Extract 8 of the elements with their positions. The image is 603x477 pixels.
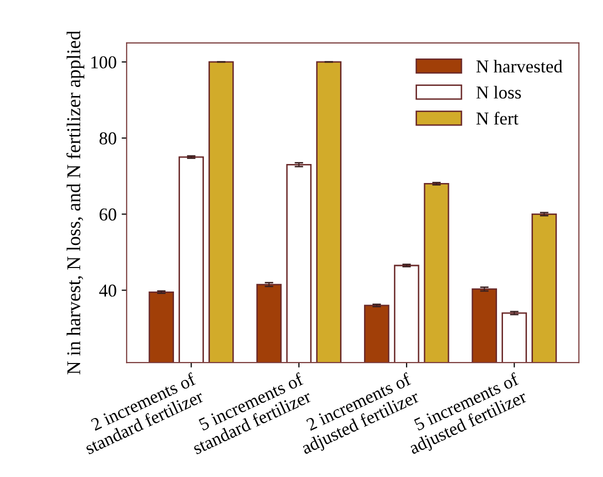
y-tick-label: 40 [99, 284, 116, 297]
legend-label: N fert [476, 112, 518, 125]
legend-label: N harvested [476, 60, 562, 73]
y-tick-label: 80 [100, 132, 116, 144]
y-tick-label: 100 [91, 56, 116, 68]
legend-label: N loss [476, 86, 521, 99]
y-axis-title: N in harvest, N loss, and N fertilizer applied [66, 30, 84, 374]
y-tick-label: 60 [100, 208, 116, 221]
